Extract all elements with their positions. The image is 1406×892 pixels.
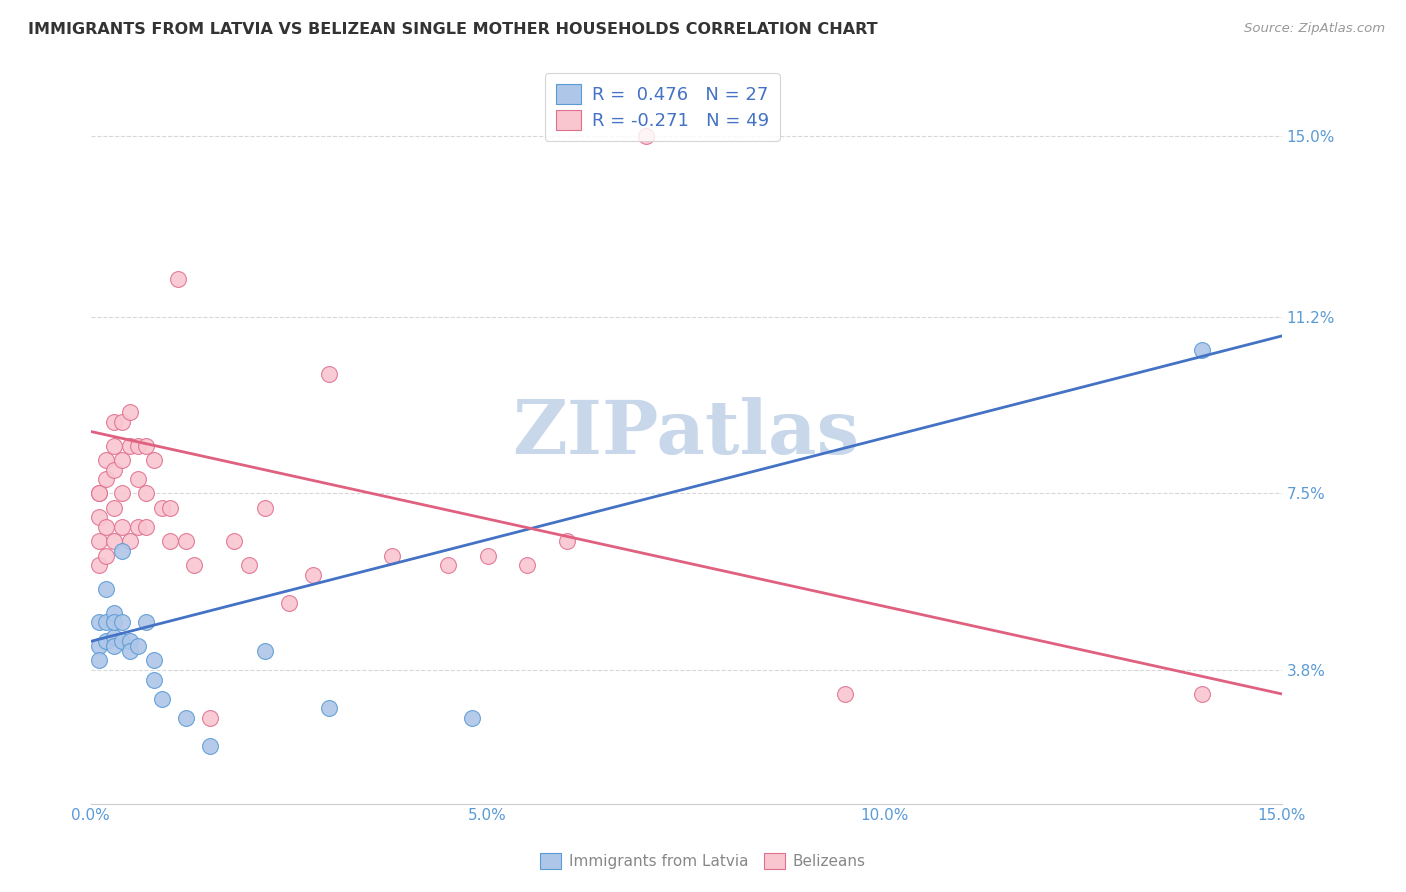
Point: [143, 673, 166, 687]
Point: [111, 520, 134, 534]
Point: [120, 439, 142, 453]
Point: [87, 534, 110, 549]
Point: [111, 543, 134, 558]
Legend: R =  0.476   N = 27, R = -0.271   N = 49: R = 0.476 N = 27, R = -0.271 N = 49: [544, 73, 780, 141]
Point: [135, 439, 157, 453]
Point: [127, 472, 149, 486]
Point: [87, 486, 110, 500]
Point: [302, 567, 325, 582]
Point: [183, 558, 205, 572]
Point: [103, 639, 125, 653]
Point: [103, 606, 125, 620]
Point: [111, 415, 134, 429]
Point: [278, 596, 301, 610]
Point: [127, 439, 149, 453]
Point: [555, 534, 578, 549]
Point: [460, 711, 482, 725]
Point: [159, 500, 181, 515]
Text: IMMIGRANTS FROM LATVIA VS BELIZEAN SINGLE MOTHER HOUSEHOLDS CORRELATION CHART: IMMIGRANTS FROM LATVIA VS BELIZEAN SINGL…: [28, 22, 877, 37]
Point: [636, 128, 658, 143]
Point: [111, 634, 134, 648]
Point: [111, 615, 134, 630]
Point: [96, 582, 118, 596]
Point: [150, 691, 173, 706]
Point: [120, 644, 142, 658]
Point: [103, 415, 125, 429]
Point: [1191, 343, 1213, 358]
Point: [111, 486, 134, 500]
Point: [96, 520, 118, 534]
Point: [96, 615, 118, 630]
Point: [135, 520, 157, 534]
Point: [103, 500, 125, 515]
Point: [87, 510, 110, 524]
Point: [477, 549, 499, 563]
Point: [174, 534, 197, 549]
Point: [120, 405, 142, 419]
Point: [174, 711, 197, 725]
Point: [143, 653, 166, 667]
Point: [103, 439, 125, 453]
Point: [437, 558, 460, 572]
Point: [96, 472, 118, 486]
Point: [1191, 687, 1213, 701]
Point: [516, 558, 538, 572]
Point: [96, 634, 118, 648]
Point: [198, 711, 221, 725]
Point: [222, 534, 245, 549]
Point: [159, 534, 181, 549]
Point: [381, 549, 404, 563]
Point: [198, 739, 221, 754]
Point: [135, 486, 157, 500]
Point: [87, 615, 110, 630]
Point: [103, 534, 125, 549]
Point: [103, 615, 125, 630]
Point: [254, 500, 277, 515]
Point: [87, 558, 110, 572]
Text: Source: ZipAtlas.com: Source: ZipAtlas.com: [1244, 22, 1385, 36]
Point: [96, 453, 118, 467]
Text: ZIPatlas: ZIPatlas: [513, 397, 859, 470]
Point: [120, 634, 142, 648]
Point: [318, 701, 340, 715]
Point: [135, 615, 157, 630]
Point: [150, 500, 173, 515]
Point: [103, 462, 125, 476]
Point: [103, 630, 125, 644]
Point: [834, 687, 856, 701]
Point: [127, 639, 149, 653]
Point: [111, 453, 134, 467]
Point: [120, 534, 142, 549]
Legend: Immigrants from Latvia, Belizeans: Immigrants from Latvia, Belizeans: [534, 847, 872, 875]
Point: [87, 653, 110, 667]
Point: [143, 453, 166, 467]
Point: [127, 520, 149, 534]
Point: [87, 639, 110, 653]
Point: [87, 486, 110, 500]
Point: [96, 549, 118, 563]
Point: [318, 368, 340, 382]
Point: [167, 272, 190, 286]
Point: [238, 558, 260, 572]
Point: [254, 644, 277, 658]
